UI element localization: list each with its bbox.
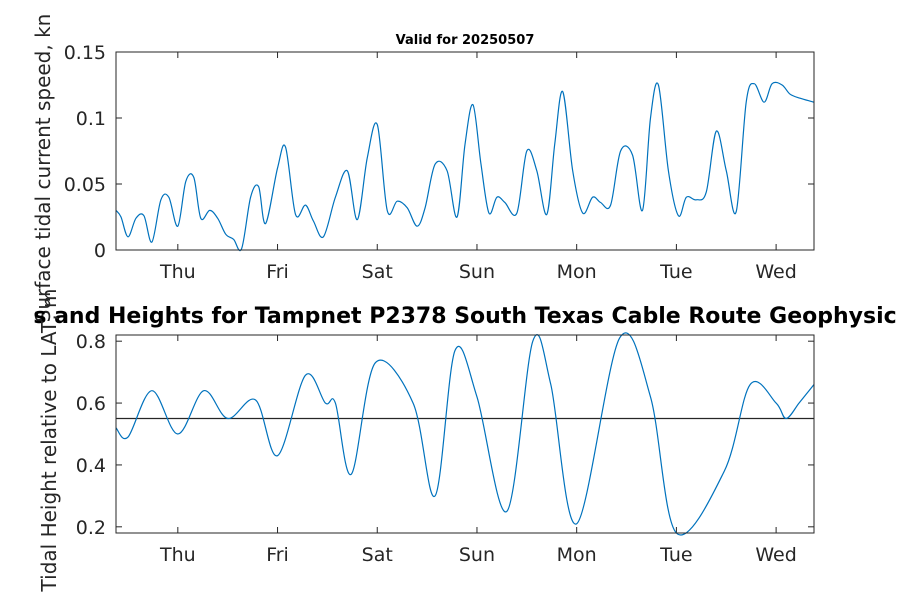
y-tick-label: 0.4 [76,455,106,477]
plot-frame [115,334,815,534]
x-tick-label: Sun [459,261,495,283]
chart-title: s and Heights for Tampnet P2378 South Te… [33,304,896,329]
tidal-height-panel: s and Heights for Tampnet P2378 South Te… [33,289,896,593]
x-tick-label: Wed [755,261,796,283]
series-line [115,332,815,536]
axis-ticks: 0.2 0.4 0.6 0.8 Thu Fri Sat Sun Mon Tue Wed [76,331,814,566]
y-tick-label: 0.15 [64,42,106,64]
x-tick-label: Mon [557,261,597,283]
axis-ticks: 0 0.05 0.1 0.15 Thu Fri Sat Sun Mon Tue Wed [64,42,814,283]
series-lines [115,332,815,536]
plot-frame [115,51,815,251]
y-tick-label: 0.2 [76,517,106,539]
y-tick-label: 0.05 [64,174,106,196]
x-tick-label: Tue [659,544,692,566]
x-tick-label: Mon [557,544,597,566]
x-tick-label: Thu [159,544,196,566]
y-axis-label: Tidal Height relative to LAT, m [37,289,61,593]
x-tick-label: Fri [266,261,289,283]
x-tick-label: Sat [362,261,393,283]
y-tick-label: 0.6 [76,393,106,415]
series-line [115,81,815,252]
y-axis-label: Surface tidal current speed, kn [31,14,55,323]
y-tick-label: 0.8 [76,331,106,353]
x-tick-label: Sun [459,544,495,566]
x-tick-label: Wed [755,544,796,566]
y-tick-label: 0.1 [76,108,106,130]
x-tick-label: Thu [159,261,196,283]
x-tick-label: Fri [266,544,289,566]
series-lines [115,81,815,252]
x-tick-label: Sat [362,544,393,566]
chart-title: Valid for 20250507 [396,33,535,48]
x-tick-label: Tue [659,261,692,283]
y-tick-label: 0 [94,240,106,262]
current-speed-panel: Valid for 20250507 Surface tidal current… [31,14,815,323]
